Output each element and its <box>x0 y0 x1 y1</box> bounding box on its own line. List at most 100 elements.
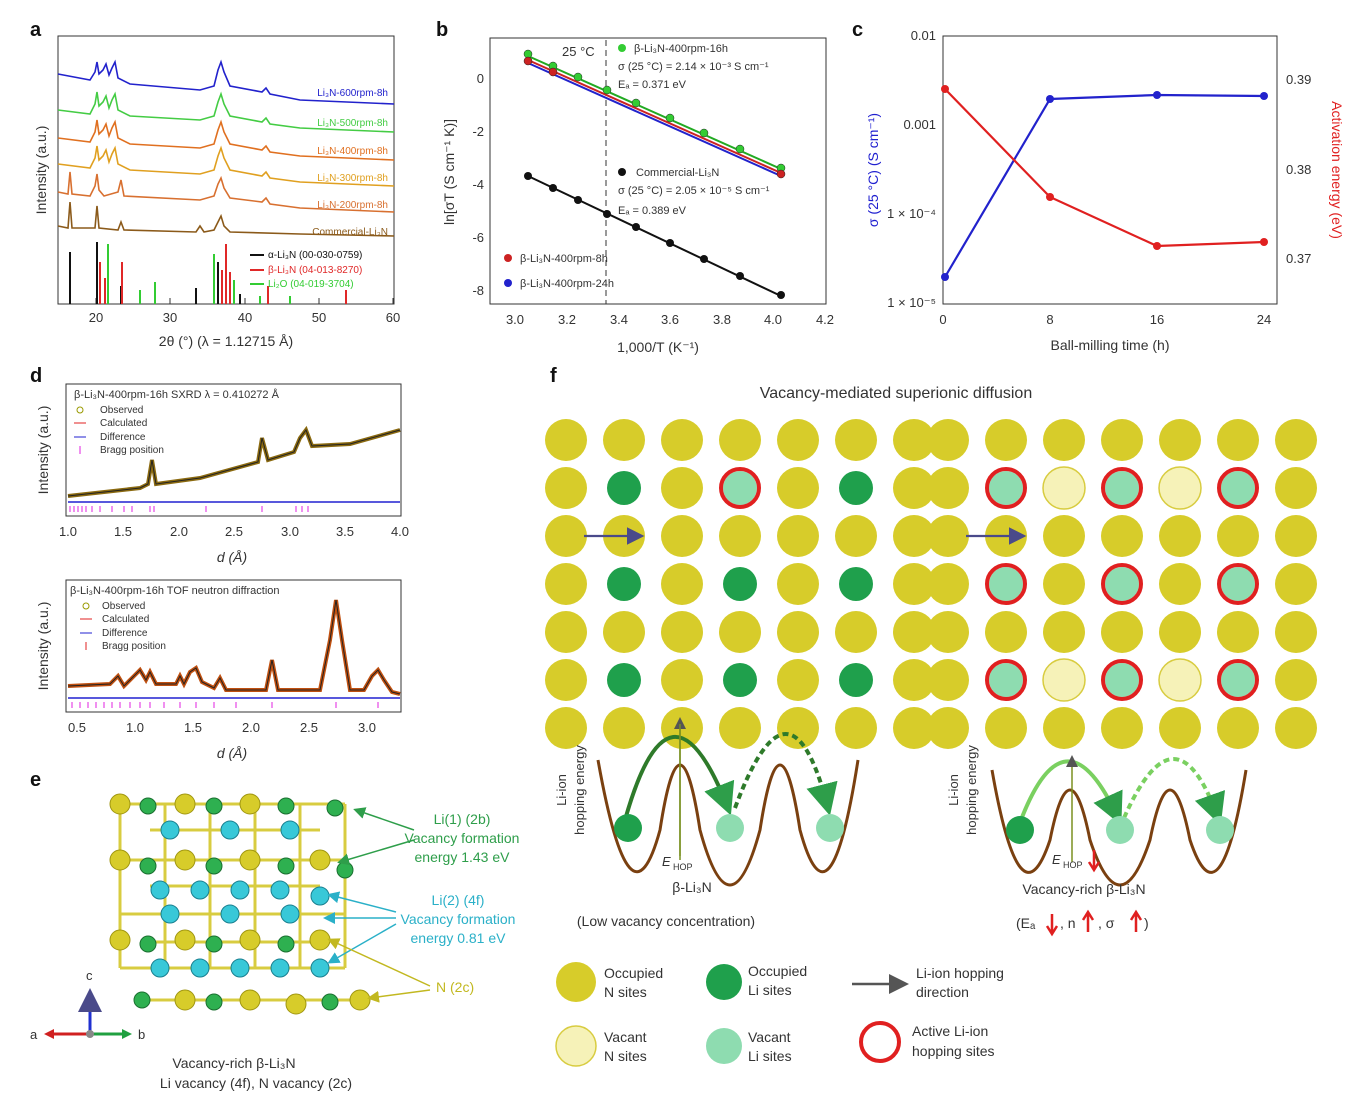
axes-triad: c b a <box>30 968 145 1042</box>
li-site <box>607 567 641 601</box>
panel-b-xtick: 3.8 <box>713 312 731 327</box>
n-site <box>835 707 877 749</box>
vacant-li-site-swatch <box>706 1028 742 1064</box>
energy-ylabel: hopping energy <box>964 745 979 835</box>
panel-b: b ln[σT (S cm⁻¹ K)] 1,000/T (K⁻¹) 3.0 3.… <box>436 19 834 355</box>
n-site <box>1101 515 1143 557</box>
panel-b-ylabel: ln[σT (S cm⁻¹ K)] <box>441 119 457 225</box>
n-site <box>777 707 819 749</box>
panel-label-b: b <box>436 19 448 41</box>
li2-label: energy 0.81 eV <box>411 930 507 946</box>
legend-text: N sites <box>604 984 647 1000</box>
d-bottom-tick: 2.0 <box>242 720 260 735</box>
legend-text: Li sites <box>748 982 792 998</box>
vacant-li-site <box>989 663 1023 697</box>
n-site <box>777 563 819 605</box>
d-top-tick: 1.0 <box>59 524 77 539</box>
trend-text: (Eₐ <box>1016 915 1036 931</box>
n-site <box>1159 419 1201 461</box>
d-top-tick: 4.0 <box>391 524 409 539</box>
n-site <box>661 659 703 701</box>
n-site <box>661 467 703 509</box>
vacant-li-site <box>989 567 1023 601</box>
panel-a-xtick: 20 <box>89 310 103 325</box>
sxrd-calculated <box>67 428 401 497</box>
vacant-li-site <box>1105 471 1139 505</box>
xrd-pattern-commercial <box>57 201 395 237</box>
panel-d-bottom-title: β-Li₃N-400rpm-16h TOF neutron diffractio… <box>70 585 280 597</box>
panel-d-bottom-ylabel: Intensity (a.u.) <box>35 602 51 691</box>
series-label: Li₃N-200rpm-8h <box>317 200 388 211</box>
panel-d-top-ylabel: Intensity (a.u.) <box>35 406 51 495</box>
top-legend-ea: Eₐ = 0.371 eV <box>618 79 687 91</box>
n-site <box>985 419 1027 461</box>
n-site <box>1043 419 1085 461</box>
panel-c-xtick: 0 <box>939 312 946 327</box>
panel-b-ytick: -8 <box>472 283 484 298</box>
vacant-li-site <box>989 471 1023 505</box>
n-site <box>1275 467 1317 509</box>
li-site <box>607 471 641 505</box>
d-top-tick: 1.5 <box>114 524 132 539</box>
legend-bragg: Bragg position <box>102 641 166 652</box>
legend-text: Vacant <box>604 1029 647 1045</box>
panel-e-annotations: Li(1) (2b) Vacancy formation energy 1.43… <box>323 807 520 1003</box>
n-site <box>603 707 645 749</box>
li2-label: Li(2) (4f) <box>432 892 485 908</box>
panel-label-e: e <box>30 769 41 791</box>
panel-c-ytick-right: 0.37 <box>1286 251 1311 266</box>
active-hopping-site <box>1101 563 1143 605</box>
panel-b-mid-legend: Commercial-Li₃N σ (25 °C) = 2.05 × 10⁻⁵ … <box>618 167 770 217</box>
panel-b-ytick: 0 <box>477 71 484 86</box>
d-top-tick: 2.5 <box>225 524 243 539</box>
ref-legend-label: Li₂O (04-019-3704) <box>268 279 354 290</box>
li1-atoms <box>133 797 354 1011</box>
panel-d-bottom-frame <box>65 579 402 713</box>
vacant-li-site <box>1105 567 1139 601</box>
panel-b-ytick: -4 <box>472 177 484 192</box>
panel-a: a Intensity (a.u.) 2θ (°) (λ = 1.12715 Å… <box>30 19 400 349</box>
n-site <box>777 611 819 653</box>
panel-b-top-legend: β-Li₃N-400rpm-16h σ (25 °C) = 2.14 × 10⁻… <box>618 43 769 91</box>
panel-d-bottom-xticks: 0.5 1.0 1.5 2.0 2.5 3.0 <box>68 720 376 735</box>
n-site <box>835 419 877 461</box>
n-site <box>661 563 703 605</box>
n-site <box>661 419 703 461</box>
panel-f-title: Vacancy-mediated superionic diffusion <box>760 385 1032 402</box>
n-site <box>1159 611 1201 653</box>
n-site <box>1217 707 1259 749</box>
n-site <box>545 659 587 701</box>
n-site <box>777 419 819 461</box>
d-bottom-tick: 3.0 <box>358 720 376 735</box>
n-site <box>1217 419 1259 461</box>
axis-b-label: b <box>138 1027 145 1042</box>
panel-a-ylabel: Intensity (a.u.) <box>33 126 49 215</box>
active-hopping-site <box>985 659 1027 701</box>
n-site <box>893 563 935 605</box>
ehop-sub: HOP <box>1063 860 1083 870</box>
legend-text: Occupied <box>748 963 807 979</box>
n-site <box>893 659 935 701</box>
li1-label: Vacancy formation <box>405 830 520 846</box>
xrd-pattern-200rpm <box>57 171 395 213</box>
top-legend-sigma: σ (25 °C) = 2.14 × 10⁻³ S cm⁻¹ <box>618 61 769 73</box>
n-atoms <box>109 793 371 1015</box>
panel-e: e <box>30 769 519 1091</box>
axis-c-label: c <box>86 968 93 983</box>
panel-c-points <box>941 85 1268 281</box>
panel-b-xtick: 3.4 <box>610 312 628 327</box>
n-site <box>927 659 969 701</box>
n-site <box>985 707 1027 749</box>
active-hopping-site <box>1217 563 1259 605</box>
n-site <box>927 611 969 653</box>
li1-label: Li(1) (2b) <box>434 811 491 827</box>
n-site <box>545 707 587 749</box>
panel-b-xticks: 3.0 3.2 3.4 3.6 3.8 4.0 4.2 <box>506 312 834 327</box>
ehop-sub: HOP <box>673 862 693 872</box>
n-site <box>661 707 703 749</box>
d-top-tick: 3.5 <box>336 524 354 539</box>
n-site <box>777 659 819 701</box>
vacant-li-site <box>723 471 757 505</box>
n-site <box>835 611 877 653</box>
